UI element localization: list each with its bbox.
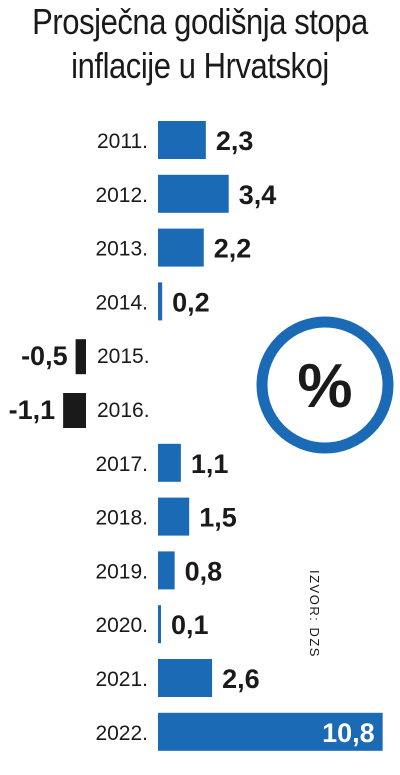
year-label: 2022.: [95, 722, 148, 745]
value-label: 0,2: [172, 287, 210, 317]
year-label: 2011.: [97, 130, 148, 153]
value-label: 2,6: [222, 664, 260, 694]
year-label: 2013.: [95, 238, 148, 261]
bar: [158, 497, 190, 536]
bar: [75, 339, 86, 375]
year-label: 2019.: [95, 560, 148, 583]
bar: [158, 174, 229, 213]
bar: [158, 443, 181, 482]
source-label: IZVOR: DZS: [307, 570, 322, 658]
value-label: 0,8: [185, 556, 223, 586]
year-label: 2021.: [95, 668, 148, 691]
bar: [158, 121, 206, 159]
year-label: 2017.: [95, 453, 148, 476]
value-label: -0,5: [21, 341, 68, 371]
year-label: 2015.: [97, 345, 150, 368]
percent-circle: [256, 316, 394, 454]
bar: [63, 393, 86, 428]
year-label: 2014.: [95, 291, 148, 314]
chart-title: Prosječna godišnja stopa inflacije u Hrv…: [28, 0, 372, 88]
bar: [158, 282, 163, 321]
year-label: 2016.: [97, 399, 150, 422]
value-label: 10,8: [322, 718, 375, 748]
value-label: 2,3: [216, 126, 254, 156]
bar: [158, 605, 161, 644]
year-label: 2012.: [95, 184, 148, 207]
value-label: 1,5: [199, 503, 237, 533]
title-line-2: inflacije u Hrvatskoj: [71, 45, 329, 86]
title-line-1: Prosječna godišnja stopa: [32, 1, 368, 42]
value-label: 3,4: [239, 180, 277, 210]
value-label: -1,1: [9, 395, 56, 425]
bar: [158, 228, 204, 267]
percent-symbol: %: [297, 352, 352, 421]
bar: [158, 551, 175, 590]
value-label: 2,2: [214, 234, 252, 264]
value-label: 0,1: [171, 610, 209, 640]
year-label: 2018.: [95, 507, 148, 530]
bar: [158, 659, 213, 697]
bar: [158, 712, 383, 751]
value-label: 1,1: [191, 449, 229, 479]
year-label: 2020.: [95, 614, 148, 637]
